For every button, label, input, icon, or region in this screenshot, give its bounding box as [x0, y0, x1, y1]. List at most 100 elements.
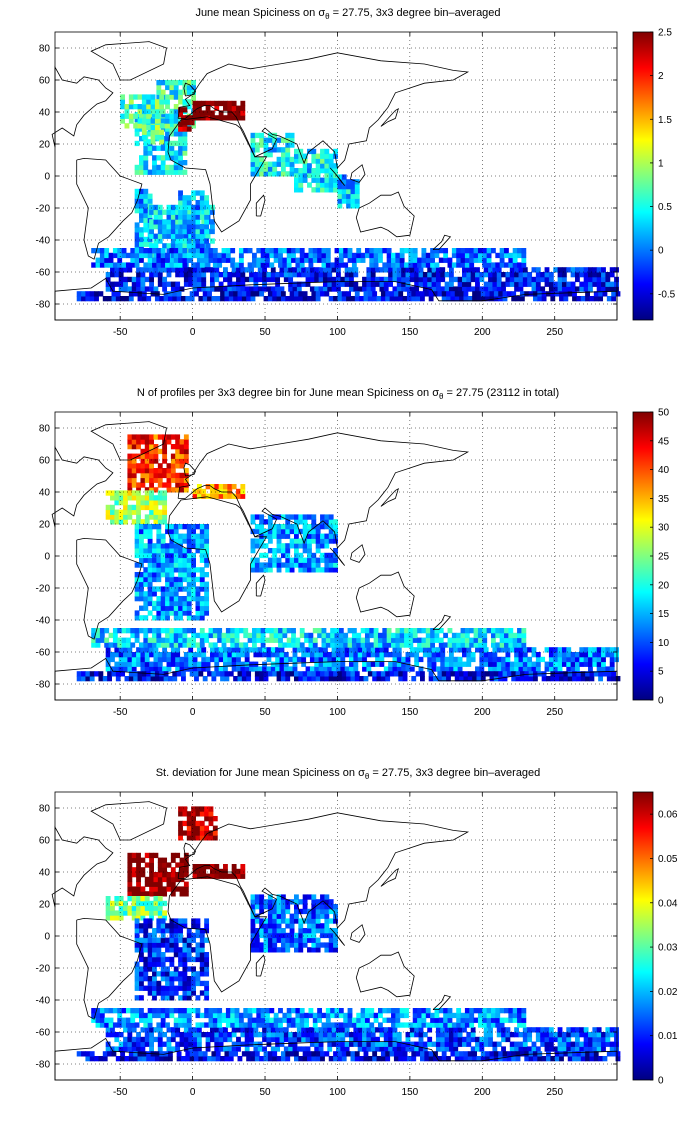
data-cell [250, 904, 256, 910]
data-cell [598, 296, 604, 302]
data-cell [186, 1022, 192, 1028]
data-cell [521, 637, 527, 643]
data-cell [120, 296, 126, 302]
data-cell [128, 291, 134, 297]
data-cell [136, 500, 141, 506]
data-cell [320, 519, 325, 525]
data-cell [123, 286, 128, 292]
data-cell [205, 286, 211, 292]
data-cell [125, 262, 131, 268]
data-cell [169, 990, 175, 996]
data-cell [231, 652, 237, 658]
data-cell [438, 642, 444, 648]
data-cell [327, 661, 333, 667]
data-cell [570, 1032, 576, 1038]
data-cell [230, 628, 236, 634]
y-tick-label: 20 [39, 520, 51, 531]
data-cell [127, 1027, 133, 1033]
data-cell [160, 89, 166, 95]
data-cell [223, 656, 228, 663]
data-cell [207, 291, 212, 297]
coastline [177, 52, 470, 169]
data-cell [199, 947, 205, 953]
data-cell [544, 272, 550, 278]
data-cell [540, 1027, 546, 1033]
data-cell [186, 825, 192, 831]
data-cell [333, 671, 338, 677]
data-cell [286, 642, 292, 648]
data-cell [272, 533, 278, 539]
data-cell [570, 652, 576, 658]
data-cell [195, 262, 201, 268]
data-cell [532, 676, 538, 682]
data-cell [186, 543, 192, 549]
data-cell [141, 99, 147, 105]
data-cell [208, 642, 214, 648]
data-cell [196, 484, 202, 490]
data-cell [134, 131, 140, 137]
y-tick-label: 80 [39, 44, 51, 55]
data-cell [349, 661, 354, 667]
data-cell [504, 628, 509, 634]
data-cell [121, 252, 127, 259]
data-cell [231, 656, 237, 663]
data-cell [169, 995, 175, 1001]
data-cell [162, 509, 168, 515]
data-cell [459, 671, 464, 677]
data-cell [199, 552, 205, 559]
data-cell [375, 267, 380, 273]
data-cell [146, 118, 152, 124]
data-cell [182, 150, 188, 156]
data-cell [209, 864, 215, 870]
data-cell [204, 214, 210, 220]
data-cell [360, 642, 366, 648]
data-cell [324, 676, 330, 682]
data-cell [114, 267, 120, 273]
data-cell [153, 267, 159, 273]
data-cell [289, 937, 295, 943]
data-cell [354, 184, 360, 190]
data-cell [131, 482, 137, 488]
data-cell [588, 666, 593, 672]
data-cell [254, 166, 260, 172]
data-cell [220, 676, 225, 682]
data-cell [448, 1036, 454, 1043]
y-tick-label: 40 [39, 108, 51, 119]
data-cell [299, 1012, 305, 1019]
data-cell [178, 1022, 183, 1028]
data-cell [202, 291, 208, 297]
data-cell [418, 647, 424, 653]
data-cell [263, 567, 269, 573]
data-cell [292, 281, 298, 287]
data-cell [182, 956, 188, 963]
data-cell [192, 864, 198, 870]
data-cell [347, 628, 353, 634]
data-cell [320, 552, 325, 559]
data-cell [260, 257, 266, 263]
data-cell [583, 1041, 589, 1047]
data-cell [249, 661, 254, 667]
data-cell [254, 291, 260, 297]
data-cell [170, 204, 176, 211]
data-cell [311, 158, 317, 164]
data-cell [127, 647, 133, 653]
data-cell [341, 198, 347, 204]
data-cell [320, 158, 325, 164]
data-cell [614, 1041, 619, 1047]
data-cell [104, 1022, 110, 1028]
data-cell [514, 647, 520, 653]
data-cell [112, 262, 118, 268]
data-cell [325, 252, 331, 259]
data-cell [170, 867, 176, 873]
data-cell [535, 1036, 541, 1043]
data-cell [156, 528, 162, 535]
data-cell [280, 899, 286, 905]
data-cell [414, 1027, 420, 1033]
data-cell [328, 552, 334, 559]
data-cell [289, 166, 295, 172]
data-cell [431, 1041, 437, 1047]
data-cell [328, 528, 334, 535]
data-cell [134, 524, 140, 530]
data-cell [173, 562, 179, 568]
data-cell [288, 656, 294, 663]
